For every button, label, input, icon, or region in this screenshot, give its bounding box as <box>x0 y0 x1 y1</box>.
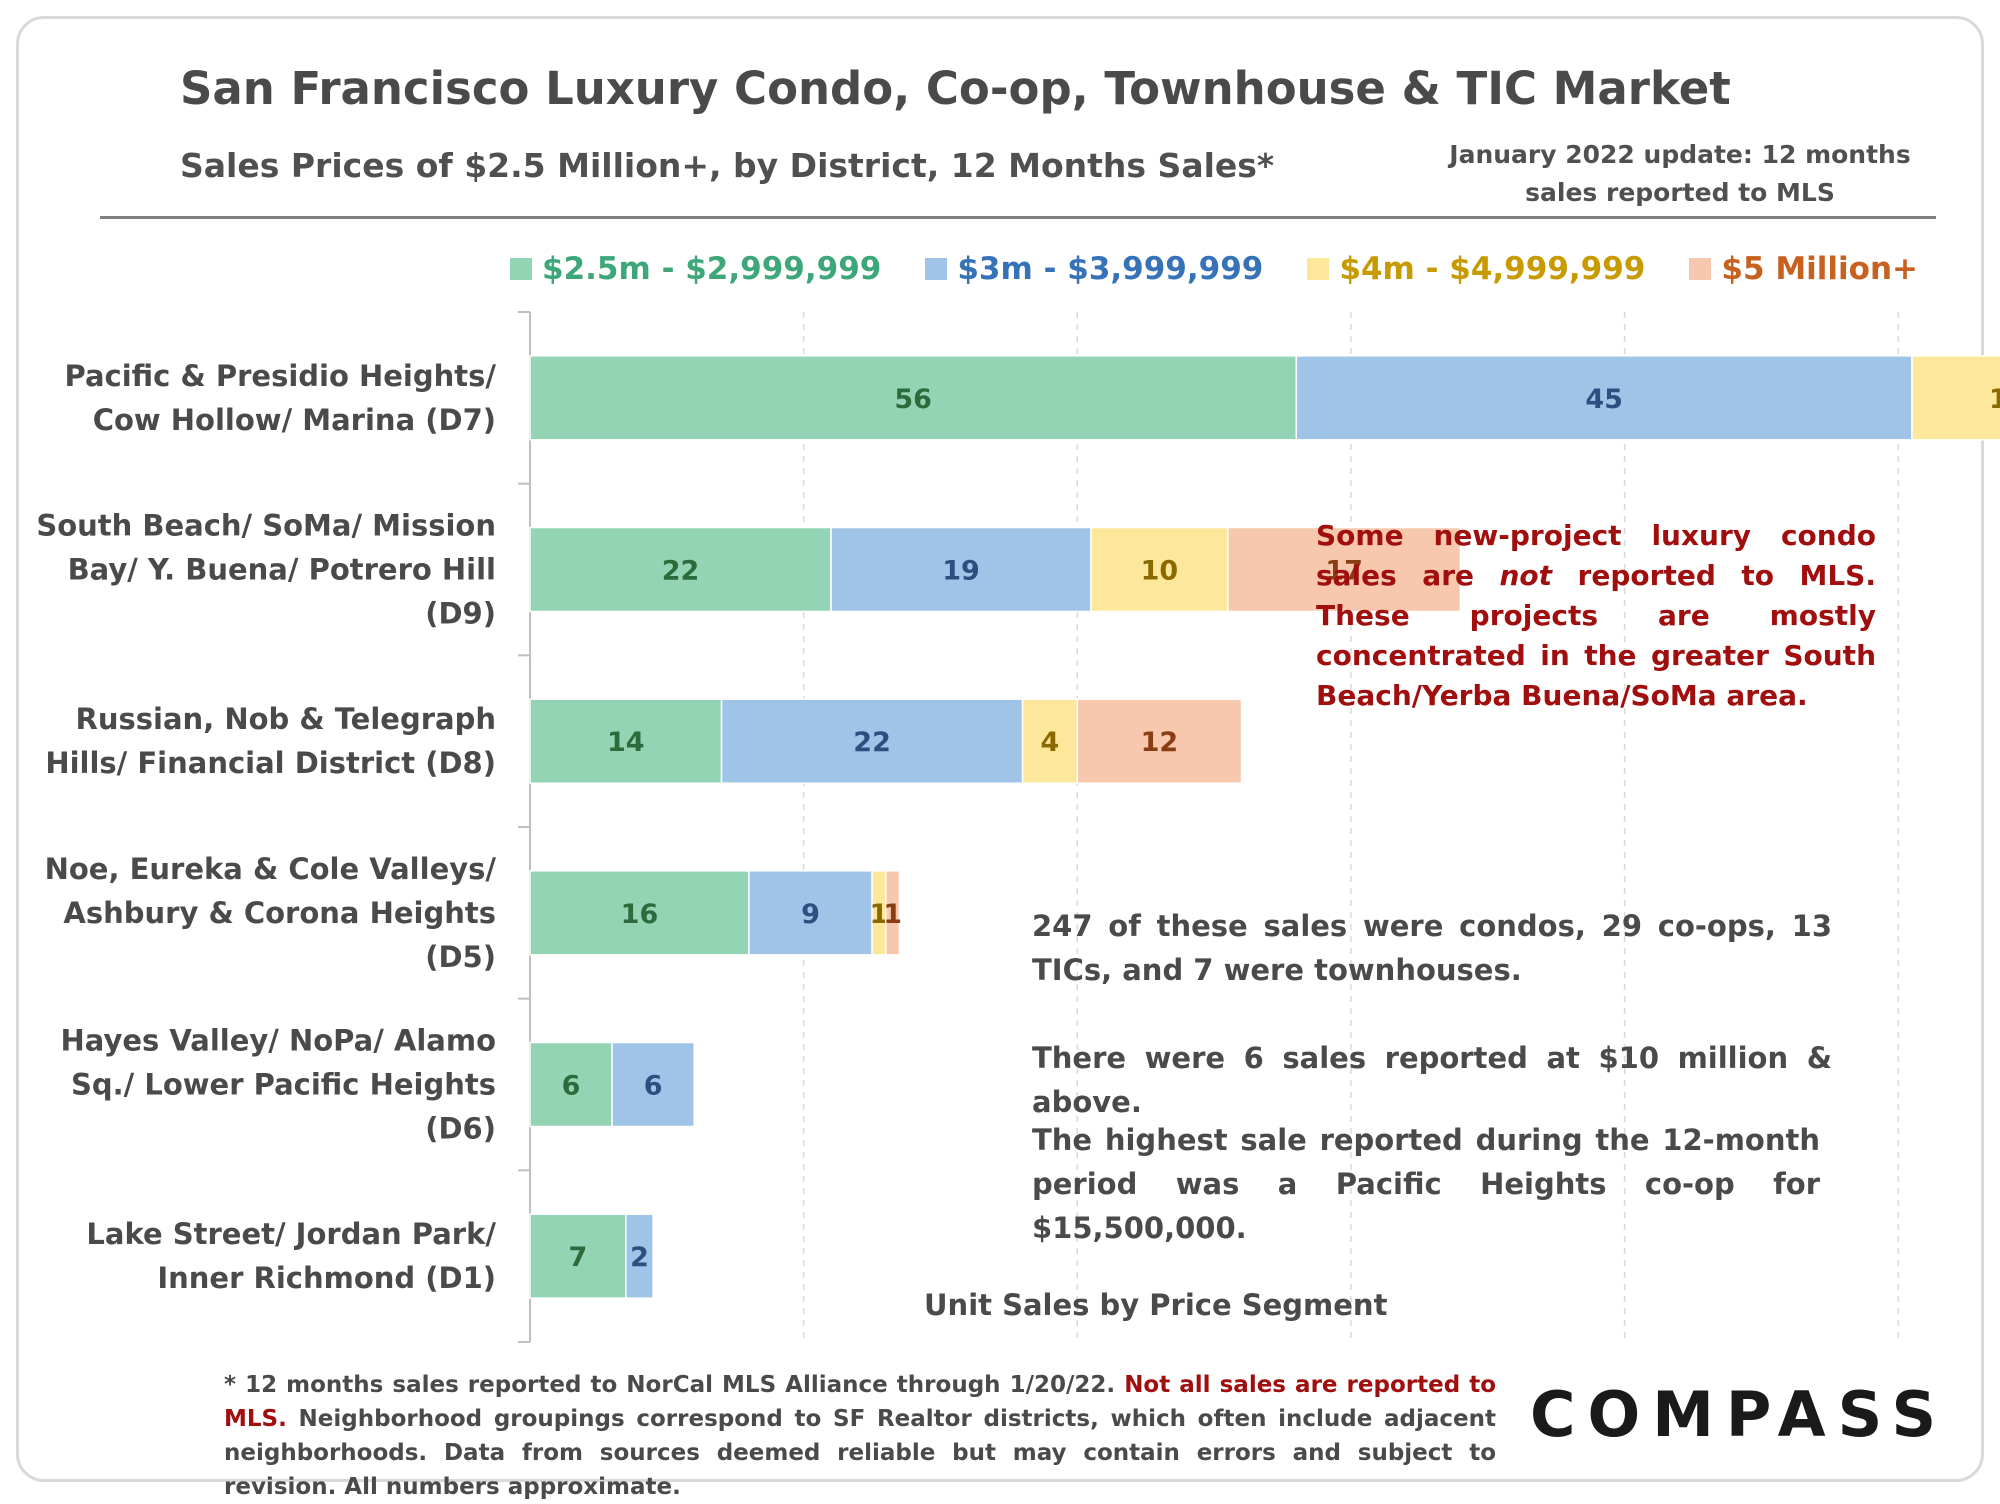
ten-million-note: There were 6 sales reported at $10 milli… <box>1032 1041 1832 1119</box>
bar-segment <box>1076 698 1243 784</box>
bar-segment <box>830 526 1092 613</box>
bar-value-label: 22 <box>853 727 891 758</box>
compass-logo: COMPASS <box>1530 1378 1949 1451</box>
legend-swatch-yellow <box>1307 258 1330 280</box>
bar-value-label: 1 <box>883 899 902 930</box>
bar-value-label: 6 <box>644 1071 663 1102</box>
bar-value-label: 19 <box>942 556 980 587</box>
legend-item-yellow: $4m - $4,999,999 <box>1307 251 1645 287</box>
x-axis-label: Unit Sales by Price Segment <box>924 1288 1388 1322</box>
page-subtitle: Sales Prices of $2.5 Million+, by Distri… <box>180 146 1275 185</box>
legend-swatch-green <box>510 258 532 280</box>
bar-segment <box>529 526 832 613</box>
bar-value-label: 17 <box>1325 556 1363 587</box>
legend-item-green: $2.5m - $2,999,999 <box>510 251 881 287</box>
footnote-red-text: Not all sales are reported to MLS. <box>224 1372 1497 1432</box>
bar-segment <box>1911 355 2000 441</box>
mls-note-emphasis: not <box>1499 559 1553 592</box>
bar-segment <box>1227 526 1462 613</box>
category-label: (D9) <box>425 597 496 631</box>
footnote-text-1: * 12 months sales reported to NorCal MLS… <box>224 1372 1125 1398</box>
bar-segment <box>529 870 750 956</box>
legend-label-blue: $3m - $3,999,999 <box>957 251 1264 287</box>
bar-value-label: 12 <box>1141 727 1179 758</box>
mls-reporting-note: Some new-project luxury condo sales are … <box>1316 516 1876 716</box>
category-label: Sq./ Lower Pacific Heights <box>71 1068 496 1102</box>
bar-segment <box>529 1213 627 1299</box>
chart-bars: 56451413221910171422412169116672 <box>529 355 2000 1299</box>
bar-value-label: 16 <box>621 899 659 930</box>
bar-segment <box>720 698 1024 784</box>
legend-label-peach: $5 Million+ <box>1721 251 1919 287</box>
category-label: Bay/ Y. Buena/ Potrero Hill <box>68 553 496 587</box>
category-label: (D6) <box>425 1112 496 1146</box>
mls-note-text-2: reported to MLS. These projects are most… <box>1316 559 1876 712</box>
bar-value-label: 6 <box>562 1071 581 1102</box>
highest-sale-note: The highest sale reported during the 12-… <box>1032 1123 1820 1245</box>
category-label: (D5) <box>425 940 496 974</box>
bar-segment <box>1090 526 1229 613</box>
bar-value-label: 22 <box>662 556 700 587</box>
mls-note-text-1: Some new-project luxury condo sales are <box>1316 519 1876 592</box>
bar-segment <box>529 698 723 784</box>
category-label: Ashbury & Corona Heights <box>63 896 496 930</box>
bar-segment <box>529 355 1297 441</box>
category-label: South Beach/ SoMa/ Mission <box>36 509 496 543</box>
legend-item-blue: $3m - $3,999,999 <box>925 251 1263 287</box>
bar-value-label: 7 <box>568 1242 587 1273</box>
header-rule <box>100 216 1936 219</box>
update-note: January 2022 update: 12 months sales rep… <box>1449 140 1911 207</box>
category-label: Pacific & Presidio Heights/ <box>65 359 497 393</box>
footnote: * 12 months sales reported to NorCal MLS… <box>224 1368 1496 1504</box>
bar-value-label: 14 <box>607 727 645 758</box>
category-label: Lake Street/ Jordan Park/ <box>86 1217 496 1251</box>
bar-value-label: 9 <box>801 899 820 930</box>
bar-value-label: 56 <box>894 384 932 415</box>
category-label: Cow Hollow/ Marina (D7) <box>93 403 496 437</box>
chart-legend: $2.5m - $2,999,999 $3m - $3,999,999 $4m … <box>510 248 1918 290</box>
bar-segment <box>611 1041 695 1128</box>
page-title: San Francisco Luxury Condo, Co-op, Townh… <box>180 62 1731 115</box>
bar-segment <box>1295 355 1913 441</box>
category-label: Noe, Eureka & Cole Valleys/ <box>45 852 497 886</box>
footnote-text-2: Neighborhood groupings correspond to SF … <box>224 1406 1496 1500</box>
legend-item-peach: $5 Million+ <box>1689 251 1918 287</box>
legend-label-green: $2.5m - $2,999,999 <box>542 251 882 287</box>
legend-swatch-blue <box>925 258 948 280</box>
category-label: Hills/ Financial District (D8) <box>45 746 496 780</box>
bar-value-label: 2 <box>630 1242 649 1273</box>
category-label: Hayes Valley/ NoPa/ Alamo <box>61 1024 496 1058</box>
bar-value-label: 10 <box>1141 556 1179 587</box>
chart-gridlines <box>802 312 1900 1342</box>
sales-type-note: 247 of these sales were condos, 29 co-op… <box>1032 909 1832 987</box>
category-label: Russian, Nob & Telegraph <box>76 702 496 736</box>
legend-swatch-peach <box>1689 258 1712 280</box>
chart-axis <box>518 311 531 1343</box>
chart-category-labels: Pacific & Presidio Heights/Cow Hollow/ M… <box>36 359 496 1295</box>
category-label: Inner Richmond (D1) <box>157 1261 496 1295</box>
bar-value-label: 14 <box>1989 384 2000 415</box>
bar-value-label: 45 <box>1585 384 1623 415</box>
bar-value-label: 4 <box>1041 727 1060 758</box>
bar-segment <box>529 1041 613 1128</box>
legend-label-yellow: $4m - $4,999,999 <box>1339 251 1646 287</box>
bar-segment <box>885 870 901 956</box>
bar-value-label: 1 <box>870 899 889 930</box>
bar-segment <box>625 1213 654 1299</box>
